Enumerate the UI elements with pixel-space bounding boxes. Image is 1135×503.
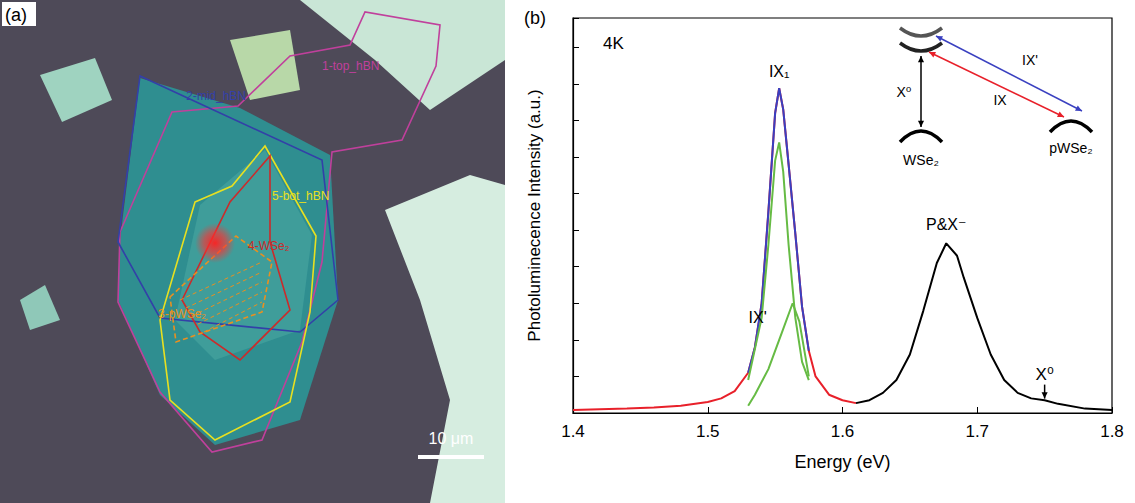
svg-text:3-pWSe₂: 3-pWSe₂ (158, 307, 206, 321)
svg-text:1.8: 1.8 (1100, 422, 1124, 441)
svg-text:(a): (a) (5, 5, 27, 25)
svg-text:1.7: 1.7 (965, 422, 989, 441)
svg-text:Energy (eV): Energy (eV) (794, 452, 890, 472)
svg-text:1-top_hBN: 1-top_hBN (322, 59, 379, 73)
svg-text:X⁰: X⁰ (897, 84, 912, 100)
svg-text:4K: 4K (603, 34, 624, 53)
svg-text:WSe₂: WSe₂ (903, 152, 939, 168)
svg-text:Photoluminecence Intensity (a.: Photoluminecence Intensity (a.u.) (525, 89, 544, 341)
svg-text:(b): (b) (524, 8, 546, 28)
svg-text:1.6: 1.6 (831, 422, 855, 441)
svg-text:4-WSe₂: 4-WSe₂ (248, 239, 290, 253)
svg-text:IX': IX' (1022, 52, 1038, 68)
svg-text:1.4: 1.4 (561, 422, 585, 441)
svg-text:10 μm: 10 μm (429, 430, 474, 447)
svg-text:X⁰: X⁰ (1036, 365, 1054, 384)
svg-text:IX₁: IX₁ (769, 63, 790, 80)
svg-text:1.5: 1.5 (696, 422, 720, 441)
svg-text:IX': IX' (749, 309, 767, 326)
svg-text:2-mid_hBN: 2-mid_hBN (186, 89, 246, 103)
svg-text:P&X⁻: P&X⁻ (926, 216, 966, 233)
svg-text:IX: IX (993, 92, 1007, 108)
svg-text:5-bot_hBN: 5-bot_hBN (272, 189, 329, 203)
svg-text:pWSe₂: pWSe₂ (1049, 140, 1093, 156)
